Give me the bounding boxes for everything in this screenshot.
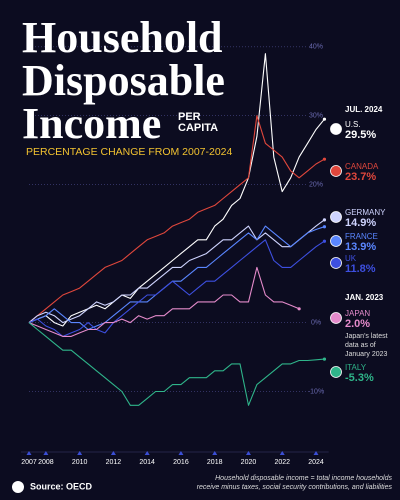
x-tick-label: 2018	[207, 459, 223, 466]
legend-name: U.S.	[345, 120, 361, 129]
legend-value: 29.5%	[345, 129, 376, 141]
flag	[330, 312, 342, 324]
x-tick-label: 2010	[72, 459, 88, 466]
flag	[330, 235, 342, 247]
x-tick	[245, 451, 251, 455]
series-line	[28, 266, 300, 337]
series-line	[28, 115, 325, 324]
japan-note: Japan's latest data as of January 2023	[345, 333, 388, 358]
y-tick-label: 40%	[309, 44, 323, 51]
legend-value: 13.9%	[345, 241, 376, 253]
x-tick-label: 2024	[308, 459, 324, 466]
legend-value: 2.0%	[345, 318, 370, 330]
x-tick-label: 2008	[38, 459, 54, 466]
title-suffix: PER CAPITA	[178, 112, 219, 134]
end-point	[322, 239, 327, 243]
end-point	[297, 307, 301, 311]
series-line	[28, 219, 325, 324]
legend-name: GERMANY	[345, 208, 386, 217]
end-point	[322, 218, 327, 222]
series-line	[28, 53, 325, 327]
x-tick-label: 2016	[173, 459, 189, 466]
series-line	[28, 322, 325, 406]
x-tick-label: 2020	[241, 459, 257, 466]
series-line	[28, 239, 325, 337]
x-tick	[144, 451, 150, 455]
title-line: Disposable	[22, 56, 225, 105]
legend-name: FRANCE	[345, 232, 378, 241]
source-icon	[12, 481, 24, 493]
end-point	[322, 157, 327, 161]
y-tick-label: 30%	[309, 113, 323, 120]
x-tick-label: 2014	[139, 459, 155, 466]
series-line	[28, 225, 325, 331]
legend-value: 14.9%	[345, 217, 376, 229]
legend-value: 11.8%	[345, 263, 376, 275]
legend-value: 23.7%	[345, 171, 376, 183]
x-tick	[77, 451, 83, 455]
x-tick	[313, 451, 319, 455]
legend-name: UK	[345, 254, 357, 263]
x-tick-label: 2022	[274, 459, 290, 466]
legend-name: JAPAN	[345, 309, 370, 318]
x-tick-label: 2012	[106, 459, 122, 466]
date-note: JAN. 2023	[345, 293, 384, 302]
legend-name: CANADA	[345, 162, 379, 171]
legend-name: ITALY	[345, 363, 367, 372]
x-tick	[43, 451, 49, 455]
legend-value: -5.3%	[345, 372, 374, 384]
title-line: Income	[22, 99, 161, 148]
x-tick	[279, 451, 285, 455]
date-note: JUL. 2024	[345, 105, 383, 114]
x-tick	[110, 451, 116, 455]
x-tick	[26, 451, 32, 455]
source: Source: OECD	[30, 481, 93, 491]
flag	[330, 123, 342, 135]
x-tick	[178, 451, 184, 455]
flag	[330, 257, 342, 269]
end-point	[322, 357, 327, 361]
end-point	[322, 225, 327, 229]
flag	[330, 211, 342, 223]
flag	[330, 366, 342, 378]
y-tick-label: -10%	[308, 388, 324, 395]
x-tick-label: 2007	[21, 459, 37, 466]
title-suffix-box: PER CAPITA	[178, 112, 219, 134]
footnote: Household disposable income = total inco…	[196, 475, 392, 491]
subtitle: PERCENTAGE CHANGE FROM 2007-2024	[26, 146, 233, 158]
x-tick	[212, 451, 218, 455]
title-line: Household	[22, 13, 223, 62]
y-tick-label: 20%	[309, 182, 323, 189]
y-tick-label: 0%	[311, 319, 321, 326]
end-point	[322, 117, 327, 121]
flag	[330, 165, 342, 177]
